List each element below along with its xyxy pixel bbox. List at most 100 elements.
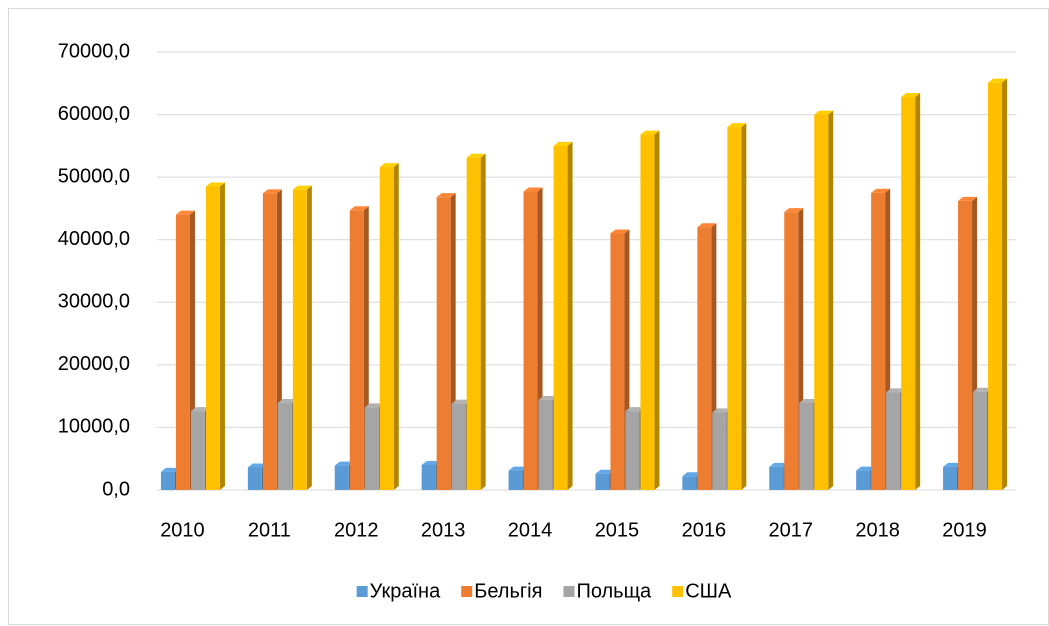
legend-swatch [672,586,684,597]
bar-side [219,182,225,490]
bar-top [640,130,660,135]
y-tick-label: 20000,0 [58,353,130,375]
bar [451,403,466,490]
bar [262,193,277,490]
legend-label: Польща [576,580,652,602]
bar [799,403,814,490]
legend-label: Бельгія [474,580,542,602]
bar [958,200,973,491]
bar-top [334,461,354,466]
bar-top [958,196,978,201]
bar-top [697,223,717,228]
y-tick-label: 70000,0 [58,40,130,62]
bar-top [277,399,297,404]
bar-top [871,188,891,193]
bar-side [393,163,399,491]
bar [190,411,205,490]
x-tick-label: 2019 [942,519,987,541]
y-tick-label: 40000,0 [58,228,130,250]
bar-side [1002,78,1008,490]
bar [856,470,871,490]
bar [973,391,988,490]
bar [175,214,190,490]
legend-swatch [356,586,368,597]
bar [988,82,1003,490]
bar [769,466,784,490]
bar-top [292,185,312,190]
x-tick-label: 2011 [248,519,291,541]
bar [160,471,175,490]
legend-label: США [685,580,732,602]
legend-swatch [461,586,473,597]
bar [784,212,799,490]
bar [697,227,712,490]
bar [727,127,742,490]
bar [508,470,523,490]
bar-top [379,163,399,168]
x-tick-label: 2016 [682,519,727,541]
bar [943,466,958,490]
bar [349,210,364,490]
bar [625,411,640,490]
bar-top [943,462,963,467]
bar-top [814,110,834,115]
bar [682,476,697,490]
bar [712,412,727,490]
bar-side [480,153,486,490]
bar-top [799,399,819,404]
bar-side [654,130,660,490]
bar [886,392,901,490]
x-tick-label: 2018 [855,519,900,541]
bar-top [523,187,543,192]
y-tick-label: 60000,0 [58,103,130,125]
bar [247,467,262,490]
bar-top [595,469,615,474]
bar-top [247,463,267,468]
bar-top [451,399,471,404]
bar-side [567,141,573,490]
legend-swatch [563,586,575,597]
bar [901,97,916,491]
bar-top [625,407,645,412]
bar-top [160,467,180,472]
bar-top [610,229,630,234]
bar [814,114,829,491]
bar-top [553,141,573,146]
bar-top [769,462,789,467]
x-tick-label: 2013 [421,519,466,541]
bar-top [364,403,384,408]
bar-top [436,193,456,198]
bar-side [828,110,834,491]
bar [205,186,220,490]
bar-top [682,472,702,477]
bar-side [306,185,312,490]
bar-top [973,387,993,392]
bar [379,167,394,491]
bar-top [901,93,921,98]
bar [640,134,655,490]
bar [610,233,625,490]
legend-label: Україна [370,580,441,602]
bar-top [190,407,210,412]
bar-top [466,153,486,158]
x-tick-label: 2017 [769,519,814,541]
bar-top [988,78,1008,83]
x-tick-label: 2015 [595,519,640,541]
y-tick-label: 30000,0 [58,291,130,313]
y-tick-label: 10000,0 [58,416,130,438]
bar-top [508,466,528,471]
bar [292,189,307,490]
bar-top [262,189,282,194]
bar [538,399,553,490]
bar [334,465,349,490]
bar [421,464,436,490]
bar-top [784,208,804,213]
bar-top [538,395,558,400]
bar-top [175,210,195,215]
bar [466,157,481,490]
bar-side [915,93,921,491]
x-tick-label: 2014 [508,519,553,541]
y-tick-label: 50000,0 [58,165,130,187]
bar-top [349,206,369,211]
bar-top [205,182,225,187]
